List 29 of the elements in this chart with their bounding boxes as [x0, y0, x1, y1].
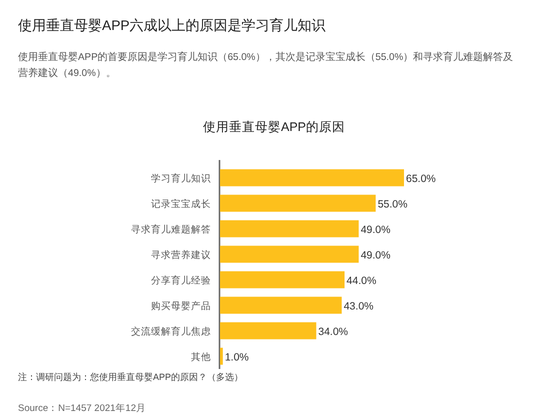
bar	[220, 194, 376, 212]
data-label: 34.0%	[318, 326, 348, 338]
data-label: 44.0%	[346, 274, 376, 287]
data-label: 55.0%	[378, 198, 408, 210]
y-tick-label: 寻求育儿难题解答	[131, 223, 211, 236]
chart-subtitle: 使用垂直母婴APP的首要原因是学习育儿知识（65.0%），其次是记录宝宝成长（55.0%）和寻求育儿难题解答及营养建议（49.0%）。	[18, 50, 514, 81]
bar	[220, 296, 342, 314]
bar	[220, 322, 316, 340]
bar	[220, 220, 359, 238]
data-label: 1.0%	[224, 351, 249, 364]
bar	[220, 169, 404, 186]
annotation: 注：调研问题为：您使用垂直母婴APP的原因？（多选）	[18, 372, 244, 382]
y-tick-label: 购买母婴产品	[151, 300, 211, 312]
y-tick-label: 交流缓解育儿焦虑	[131, 325, 211, 338]
data-label: 49.0%	[360, 249, 390, 262]
bar	[220, 246, 359, 263]
chart-title: 使用垂直母婴APP六成以上的原因是学习育儿知识	[18, 17, 326, 35]
data-label: 49.0%	[360, 224, 390, 236]
annotation: 使用垂直母婴APP的原因	[203, 120, 345, 134]
y-tick-label: 记录宝宝成长	[151, 198, 211, 210]
bar	[220, 271, 345, 288]
bar	[220, 348, 223, 365]
y-tick-label: 分享育儿经验	[151, 274, 211, 286]
annotation: Source：N=1457 2021年12月	[18, 403, 146, 414]
y-tick-label: 学习育儿知识	[151, 172, 211, 184]
y-tick-label: 其他	[191, 350, 211, 363]
data-label: 43.0%	[344, 300, 374, 312]
y-tick-label: 寻求营养建议	[151, 248, 211, 261]
data-label: 65.0%	[406, 172, 436, 185]
